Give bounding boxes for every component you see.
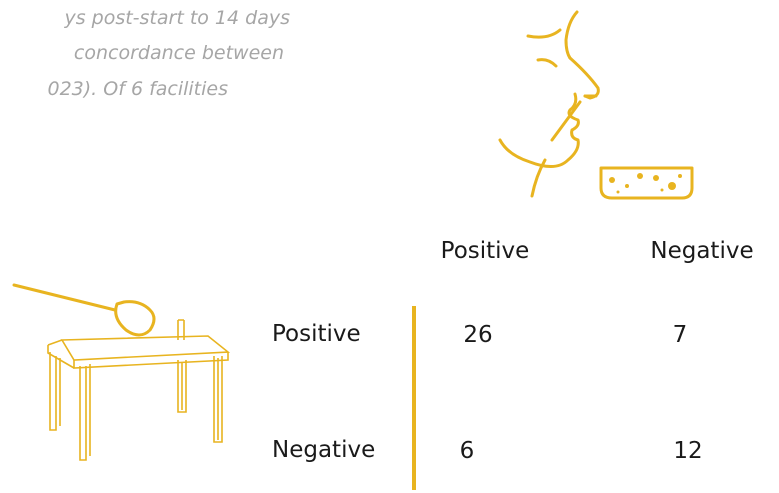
- table-cell: 7: [673, 322, 688, 348]
- column-header: Positive: [441, 238, 530, 264]
- page: ys post-start to 14 days concordance bet…: [0, 0, 779, 493]
- table-cell: 6: [460, 438, 475, 464]
- swab-illustration: [500, 12, 692, 198]
- intro-line: concordance between: [74, 42, 284, 64]
- intro-line: 023). Of 6 facilities: [48, 78, 229, 100]
- column-header: Negative: [650, 238, 753, 264]
- table-cell: 12: [673, 438, 702, 464]
- table-cell: 26: [463, 322, 492, 348]
- row-label: Negative: [272, 437, 375, 463]
- row-label: Positive: [272, 321, 361, 347]
- table-illustration: [14, 285, 228, 460]
- intro-line: ys post-start to 14 days: [63, 7, 290, 29]
